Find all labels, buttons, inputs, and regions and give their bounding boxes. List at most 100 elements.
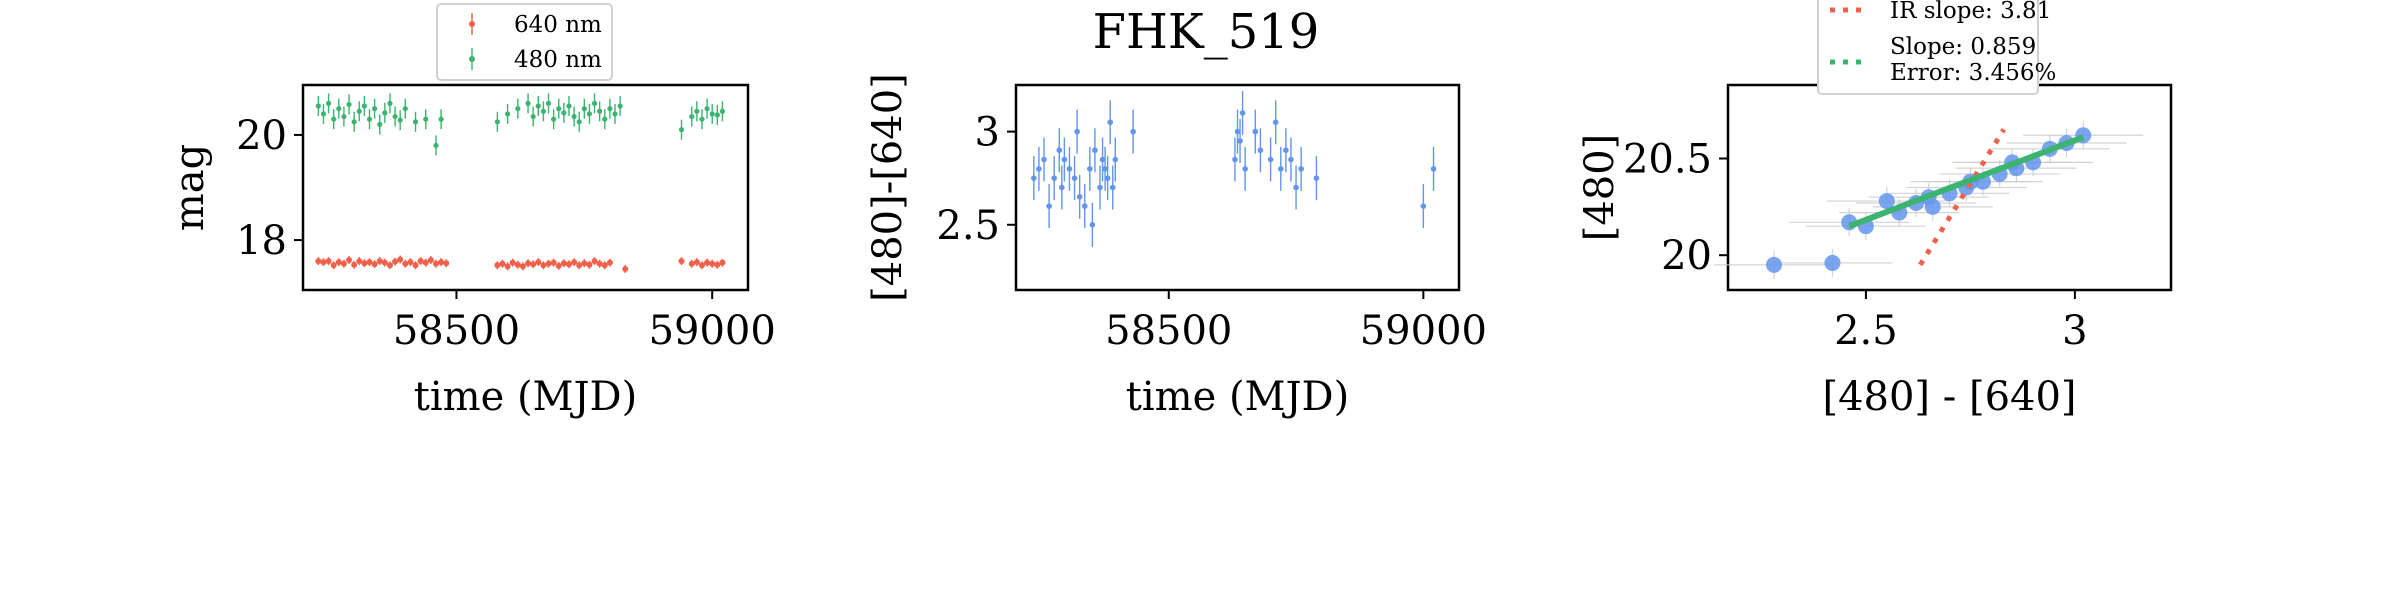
point-640nm	[525, 259, 532, 268]
data-point	[351, 261, 358, 268]
point-640nm	[576, 261, 583, 270]
point-640nm	[555, 261, 562, 270]
data-point	[566, 103, 572, 109]
point-480nm	[607, 98, 613, 119]
data-point	[540, 262, 547, 269]
data-point	[519, 263, 526, 270]
point-color	[1074, 109, 1080, 154]
data-point	[530, 113, 536, 120]
data-point	[1051, 175, 1057, 181]
y-tick-label: 2.5	[936, 203, 1000, 249]
data-point	[1031, 175, 1037, 181]
point-640nm	[366, 258, 373, 267]
y-tick-label: 20	[236, 113, 287, 159]
data-point	[351, 119, 357, 125]
point-color	[1071, 156, 1078, 201]
data-point	[1824, 254, 1841, 271]
point-480nm	[525, 93, 531, 114]
data-point	[560, 260, 567, 267]
point-640nm	[719, 258, 726, 267]
legend-marker	[469, 56, 475, 62]
data-point	[386, 262, 393, 269]
data-point	[366, 259, 373, 266]
point-640nm	[560, 259, 567, 268]
point-640nm	[550, 258, 557, 267]
point-480nm	[402, 98, 408, 119]
data-point	[1878, 193, 1895, 210]
point-480nm	[341, 106, 347, 127]
data-point	[606, 259, 613, 266]
data-point	[561, 110, 567, 116]
point-color	[1092, 128, 1098, 173]
y-tick-label: 20.5	[1623, 136, 1712, 182]
point-640nm	[325, 257, 332, 266]
data-point	[698, 262, 705, 269]
plot-frame	[301, 83, 750, 292]
point-480nm	[361, 96, 367, 117]
point-480nm	[494, 111, 500, 132]
ir-slope-line	[1918, 128, 2006, 267]
point-480nm	[351, 111, 357, 132]
data-point	[525, 260, 532, 267]
data-point	[693, 259, 700, 266]
data-point	[325, 258, 332, 265]
y-axis-label: [480]-[640]	[865, 73, 911, 302]
data-point	[581, 260, 588, 267]
x-axis-label: [480] - [640]	[1822, 374, 2076, 420]
data-point	[1097, 184, 1103, 191]
point-color	[1051, 156, 1057, 201]
data-point	[535, 259, 542, 266]
data-point	[617, 103, 623, 109]
point-480nm	[571, 106, 577, 127]
point-640nm	[432, 259, 439, 268]
point-480nm	[382, 102, 388, 123]
chart-title: FHK_519	[1093, 4, 1320, 60]
data-point	[320, 111, 327, 117]
data-point	[1232, 156, 1238, 163]
point-color	[1239, 90, 1246, 135]
point-480nm	[423, 109, 429, 130]
data-point	[545, 260, 552, 267]
point-480nm	[346, 94, 352, 115]
point-color	[1099, 137, 1106, 182]
point-480nm	[387, 93, 393, 114]
data-point	[509, 259, 516, 266]
point-480nm	[551, 109, 557, 130]
data-point	[565, 261, 572, 268]
point-color	[1293, 165, 1299, 210]
data-point	[1293, 184, 1299, 191]
data-point	[551, 116, 557, 122]
data-point	[714, 261, 721, 268]
data-point	[1765, 256, 1782, 273]
data-point	[341, 113, 347, 120]
point-color	[1313, 156, 1320, 201]
point-640nm	[571, 258, 578, 267]
data-point	[397, 256, 404, 263]
point-color	[1420, 184, 1427, 229]
data-point	[325, 100, 332, 106]
point-480nm	[581, 98, 587, 119]
x-tick-label: 2.5	[1834, 308, 1898, 354]
data-point	[402, 106, 408, 112]
data-point	[376, 258, 383, 265]
point-480nm	[515, 98, 521, 119]
data-point	[1130, 128, 1136, 135]
point-640nm	[535, 258, 542, 267]
data-point	[714, 112, 720, 118]
panel-color-magnitude: 2.5 3 20 20.5 [480] - [640] [480] IR slope: 3.…	[1577, 0, 2173, 420]
data-point	[550, 259, 557, 266]
point-color	[1087, 146, 1093, 191]
data-point	[1104, 175, 1111, 181]
point-640nm	[392, 257, 399, 266]
y-tick-label: 18	[236, 218, 287, 264]
data-point	[1109, 184, 1116, 191]
data-point	[392, 258, 399, 265]
point-640nm	[346, 256, 353, 265]
data-point	[438, 259, 445, 266]
data-point	[427, 257, 434, 264]
x-axis-label: time (MJD)	[414, 374, 637, 420]
data-point	[586, 111, 593, 117]
point-color	[1031, 156, 1037, 201]
data-point	[366, 116, 373, 122]
